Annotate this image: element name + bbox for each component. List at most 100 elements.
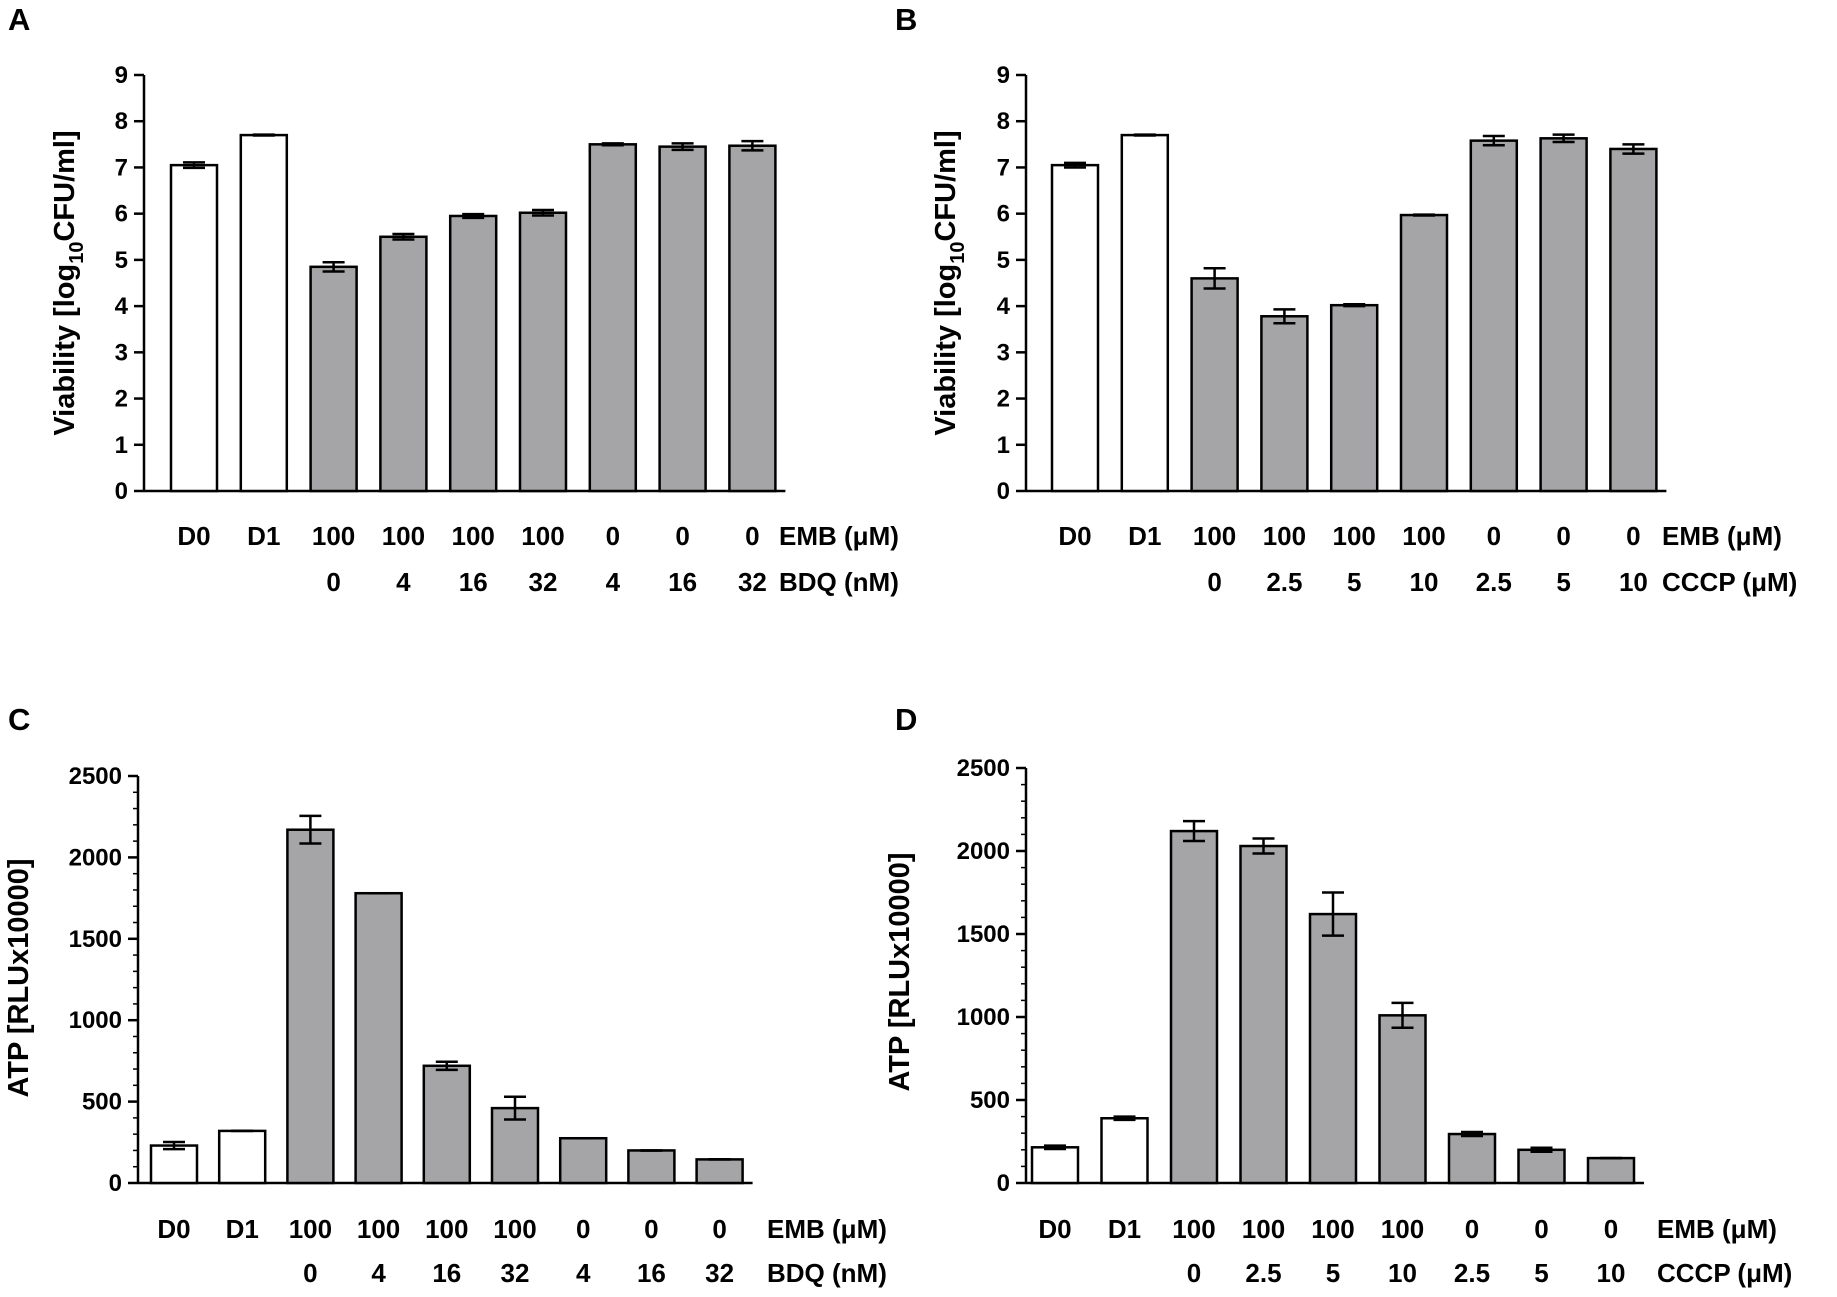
x-label-row2: 32 [529, 567, 558, 597]
x-label-row2: 2.5 [1476, 567, 1512, 597]
y-tick-label: 7 [115, 154, 128, 181]
x-label-row1: 0 [1487, 521, 1501, 551]
y-tick-label: 1 [115, 432, 128, 459]
x-label-row1: 100 [289, 1214, 332, 1244]
x-label-row2: 4 [576, 1258, 591, 1288]
bar-100/0 [286, 828, 335, 1185]
bar-D0 [169, 163, 219, 493]
y-tick-label: 1000 [69, 1007, 122, 1034]
y-axis-label: Viability [log10CFU/ml] [49, 130, 88, 435]
x-label-row2: 32 [738, 567, 767, 597]
x-label-row2: 5 [1556, 567, 1570, 597]
x-label-row2: 2.5 [1245, 1258, 1281, 1288]
bar-D0 [1030, 1146, 1080, 1185]
panel-letter: D [895, 702, 917, 737]
x-label-row2: 4 [371, 1258, 386, 1288]
x-label-row1: 0 [644, 1214, 658, 1244]
bar-0/16 [658, 145, 707, 493]
bar-0/4 [588, 143, 638, 493]
bar-100/4 [354, 891, 403, 1185]
panel-letter: A [8, 2, 30, 37]
bar-0/32 [695, 1158, 744, 1185]
y-tick-label: 8 [115, 108, 128, 135]
x-label-row1: D0 [177, 521, 210, 551]
x-label-row1: 0 [1465, 1214, 1479, 1244]
y-tick-label: 0 [109, 1170, 122, 1197]
x-label-row2: 10 [1619, 567, 1648, 597]
y-axis-label: Viability [log10CFU/ml] [930, 130, 969, 435]
y-tick-label: 2 [115, 386, 128, 413]
x-label-row2: 4 [606, 567, 621, 597]
bar-D0 [149, 1144, 199, 1185]
y-tick-label: 5 [115, 247, 128, 274]
y-axis-label-subscript: 10 [947, 242, 969, 264]
bar-D0 [1050, 163, 1100, 493]
bar-0/2.5 [1469, 139, 1519, 493]
x-label-row2: 2.5 [1266, 567, 1302, 597]
x-label-row1: 0 [1626, 521, 1640, 551]
y-tick-label: 3 [115, 339, 128, 366]
bar-0/5 [1517, 1148, 1566, 1185]
x-label-row1: D1 [247, 521, 280, 551]
x-label-row2: 4 [396, 567, 411, 597]
bar-100/4 [379, 235, 428, 493]
x-label-row2: 16 [637, 1258, 666, 1288]
x-label-row2: 0 [1207, 567, 1221, 597]
x-label-row2: 10 [1597, 1258, 1626, 1288]
x-label-row2: 5 [1326, 1258, 1340, 1288]
x-row2-name: BDQ (nM) [767, 1258, 887, 1288]
x-label-row1: D1 [226, 1214, 259, 1244]
x-label-row1: 100 [1263, 521, 1306, 551]
bar-100/0 [1190, 277, 1239, 493]
y-tick-label: 8 [997, 108, 1010, 135]
bar-0/10 [1609, 147, 1658, 493]
bar-100/16 [422, 1064, 472, 1185]
x-label-row1: 100 [357, 1214, 400, 1244]
x-label-row1: 0 [606, 521, 620, 551]
x-label-row1: 100 [521, 521, 564, 551]
x-label-row2: 10 [1410, 567, 1439, 597]
x-label-row1: 100 [1333, 521, 1376, 551]
y-tick-label: 0 [997, 478, 1010, 505]
bar-0/10 [1586, 1156, 1636, 1185]
bar-100/0 [309, 265, 358, 493]
x-label-row1: D0 [157, 1214, 190, 1244]
x-label-row1: 0 [1534, 1214, 1548, 1244]
bar-100/16 [448, 214, 498, 493]
x-label-row1: 100 [1193, 521, 1236, 551]
x-label-row2: 2.5 [1454, 1258, 1490, 1288]
bar-D1 [1100, 1117, 1149, 1185]
y-axis-label: ATP [RLUx10000] [3, 858, 35, 1097]
y-tick-label: 4 [997, 293, 1011, 320]
y-axis-label-tail: CFU/ml] [49, 130, 81, 241]
x-label-row2: 32 [705, 1258, 734, 1288]
y-axis-label-main: Viability [log [49, 264, 81, 436]
x-label-row1: D0 [1058, 521, 1091, 551]
bar-100/5 [1308, 912, 1358, 1185]
y-tick-label: 500 [82, 1089, 122, 1116]
bar-D1 [1120, 133, 1170, 493]
bar-0/4 [558, 1136, 608, 1185]
y-tick-label: 2500 [69, 763, 122, 790]
y-tick-label: 4 [115, 293, 129, 320]
x-label-row1: 100 [452, 521, 495, 551]
y-tick-label: 7 [997, 154, 1010, 181]
bar-0/16 [627, 1149, 676, 1185]
x-label-row1: D1 [1128, 521, 1161, 551]
y-axis-label-main: Viability [log [930, 264, 962, 436]
y-tick-label: 6 [115, 201, 128, 228]
bar-100/2.5 [1260, 315, 1309, 493]
bar-100/2.5 [1239, 844, 1288, 1185]
x-label-row2: 0 [303, 1258, 317, 1288]
x-label-row1: 0 [675, 521, 689, 551]
y-tick-label: 9 [997, 62, 1010, 89]
x-label-row1: 100 [425, 1214, 468, 1244]
x-label-row1: D1 [1108, 1214, 1141, 1244]
y-axis-label-tail: CFU/ml] [930, 130, 962, 241]
x-row1-name: EMB (μM) [1657, 1214, 1777, 1244]
bar-0/2.5 [1447, 1132, 1497, 1185]
